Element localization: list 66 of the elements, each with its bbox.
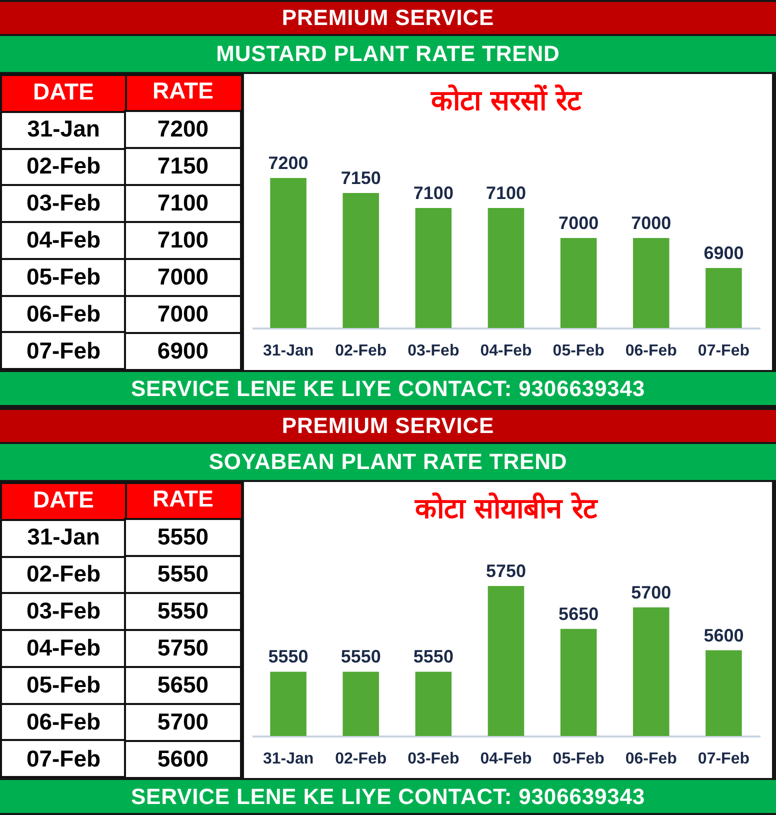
chart-title: SOYABEAN PLANT RATE TREND [208, 449, 568, 475]
data-label: 5600 [157, 746, 209, 772]
x-tick-label: 04-Feb [480, 750, 532, 768]
data-label: 6900 [704, 243, 744, 263]
data-label: 7100 [486, 183, 526, 203]
x-tick-label: 05-Feb [552, 342, 605, 360]
y-axis-title: DATE [33, 78, 94, 104]
y-tick-label: 04-Feb [26, 634, 101, 660]
text: SERVICE LENE KE LIYE CONTACT: 9306639343 [130, 784, 646, 810]
data-label: 5650 [157, 672, 209, 698]
data-label: 7000 [157, 300, 209, 326]
x-tick-label: 07-Feb [698, 342, 750, 360]
data-label: 5550 [340, 646, 381, 667]
data-label: 7150 [340, 168, 381, 188]
x-tick-label: RATE [152, 78, 214, 104]
data-label: 5550 [413, 646, 454, 667]
y-tick-label: 06-Feb [26, 300, 101, 326]
data-label: 5550 [157, 598, 209, 624]
y-tick-label: 02-Feb [26, 560, 101, 586]
data-label: 5550 [268, 646, 308, 667]
data-label: 5550 [157, 560, 209, 586]
x-tick-label: 31-Jan [262, 750, 314, 768]
y-tick-label: 04-Feb [26, 226, 101, 252]
chart-subtitle: कोटा सोयाबीन रेट [414, 492, 598, 525]
data-label: 5550 [157, 524, 209, 550]
y-tick-label: 05-Feb [26, 264, 101, 290]
y-tick-label: 05-Feb [26, 672, 101, 698]
x-tick-label: 31-Jan [262, 342, 314, 360]
data-label: 7200 [268, 153, 308, 173]
data-label: 7150 [157, 152, 209, 178]
y-tick-label: 02-Feb [26, 152, 101, 178]
x-tick-label: 06-Feb [625, 342, 678, 360]
data-label: 7200 [157, 116, 209, 142]
data-label: 7000 [631, 213, 672, 233]
data-label: 5700 [157, 708, 209, 734]
x-tick-label: 03-Feb [408, 342, 460, 360]
text: PREMIUM SERVICE [282, 5, 494, 31]
y-tick-label: 03-Feb [26, 598, 101, 624]
y-tick-label: 31-Jan [27, 116, 100, 142]
x-tick-label: 04-Feb [480, 342, 532, 360]
y-tick-label: 31-Jan [27, 524, 100, 550]
x-tick-label: 02-Feb [335, 342, 387, 360]
text: SERVICE LENE KE LIYE CONTACT: 9306639343 [130, 376, 646, 402]
y-tick-label: 03-Feb [26, 190, 101, 216]
data-label: 5650 [558, 604, 599, 624]
data-label: 7100 [157, 190, 209, 216]
data-label: 7100 [157, 226, 209, 252]
x-tick-label: RATE [152, 486, 214, 512]
data-label: 5600 [704, 625, 744, 646]
y-tick-label: 06-Feb [26, 708, 101, 734]
x-tick-label: 02-Feb [335, 750, 387, 768]
data-label: 7100 [413, 183, 454, 203]
data-label: 5750 [486, 561, 526, 581]
y-axis-title: DATE [33, 486, 94, 512]
chart-title: MUSTARD PLANT RATE TREND [216, 41, 560, 67]
x-tick-label: 03-Feb [408, 750, 460, 768]
chart-subtitle: कोटा सरसों रेट [430, 84, 582, 117]
data-label: 7000 [558, 213, 599, 233]
data-label: 7000 [157, 264, 209, 290]
data-label: 5750 [157, 634, 209, 660]
data-label: 6900 [157, 338, 209, 364]
x-tick-label: 05-Feb [552, 750, 605, 768]
text: PREMIUM SERVICE [282, 413, 494, 439]
x-tick-label: 06-Feb [625, 750, 678, 768]
x-tick-label: 07-Feb [698, 750, 750, 768]
data-label: 5700 [631, 582, 672, 602]
